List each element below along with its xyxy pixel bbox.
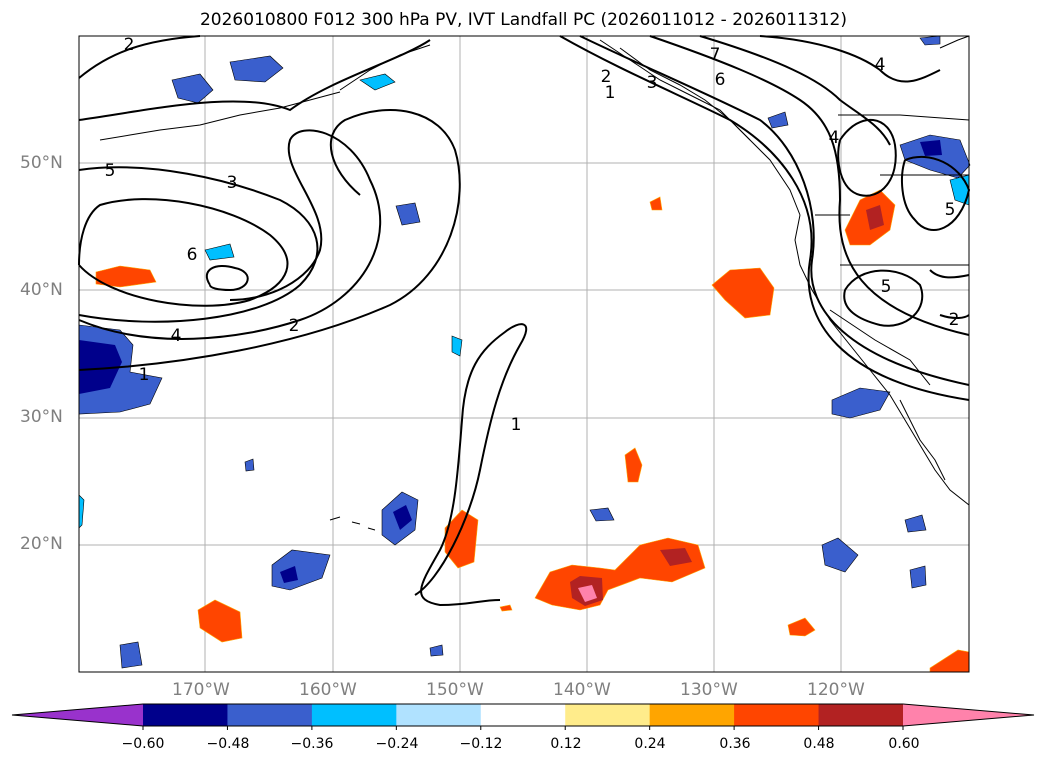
contour-label: 5 (945, 200, 956, 220)
contour-label: 2 (289, 316, 300, 336)
colorbar-segment (734, 704, 820, 726)
negative-anomaly-shading (78, 35, 971, 669)
contour-label: 4 (829, 128, 840, 148)
colorbar-segment (649, 704, 735, 726)
pv-contours (78, 35, 971, 607)
y-axis-label: 50°N (20, 153, 63, 173)
contour-label: 3 (227, 173, 238, 193)
figure-title: 2026010800 F012 300 hPa PV, IVT Landfall… (199, 10, 847, 30)
colorbar-tick-label: 0.36 (719, 736, 751, 752)
colorbar-segment (143, 704, 228, 726)
map-panel: 2 5 3 6 4 2 1 1 7 6 2 3 1 4 5 5 2 4 (78, 35, 971, 673)
contour-label: 5 (105, 161, 116, 181)
contour-label: 7 (710, 45, 721, 65)
colorbar-segment (818, 704, 904, 726)
contour-label: 2 (949, 310, 960, 330)
colorbar-tick-label: −0.12 (459, 736, 503, 752)
contour-label: 1 (139, 365, 150, 385)
x-axis-label: 140°W (553, 680, 611, 700)
colorbar-segment (227, 704, 313, 726)
x-axis-label: 130°W (680, 680, 738, 700)
contour-label: 4 (171, 326, 182, 346)
y-axis-label: 30°N (20, 407, 63, 427)
contour-label: 5 (881, 277, 892, 297)
colorbar-tick-label: 0.48 (803, 736, 835, 752)
x-axis-label: 150°W (426, 680, 484, 700)
y-axis-label: 40°N (20, 280, 63, 300)
colorbar-segment (311, 704, 397, 726)
contour-label: 1 (605, 83, 616, 103)
colorbar-tick-label: −0.48 (206, 736, 250, 752)
colorbar-extend-low (12, 704, 143, 726)
contour-label: 1 (511, 415, 522, 435)
x-axis-label: 160°W (299, 680, 357, 700)
colorbar-tick-label: 0.60 (888, 736, 920, 752)
contour-label: 6 (715, 70, 726, 90)
x-axis-label: 170°W (172, 680, 230, 700)
colorbar-tick-label: 0.12 (550, 736, 582, 752)
x-axis-label: 120°W (807, 680, 865, 700)
map-frame (78, 35, 970, 673)
colorbar-extend-high (903, 704, 1034, 726)
colorbar-tick-label: 0.24 (634, 736, 666, 752)
colorbar-tick-label: −0.36 (290, 736, 334, 752)
contour-label: 4 (875, 55, 886, 75)
contour-label: 3 (647, 73, 658, 93)
positive-anomaly-shading (95, 189, 970, 673)
contour-label: 2 (601, 67, 612, 87)
colorbar (11, 703, 1035, 730)
contour-label: 2 (124, 35, 135, 55)
colorbar-segment (565, 704, 651, 726)
colorbar-tick-label: −0.60 (121, 736, 165, 752)
contour-label-group: 2 5 3 6 4 2 1 1 7 6 2 3 1 4 5 5 2 4 (105, 35, 960, 435)
colorbar-segment (396, 704, 482, 726)
colorbar-segment (480, 704, 566, 726)
colorbar-tick-label: −0.24 (375, 736, 419, 752)
contour-label: 6 (187, 245, 198, 265)
y-axis-label: 20°N (20, 534, 63, 554)
